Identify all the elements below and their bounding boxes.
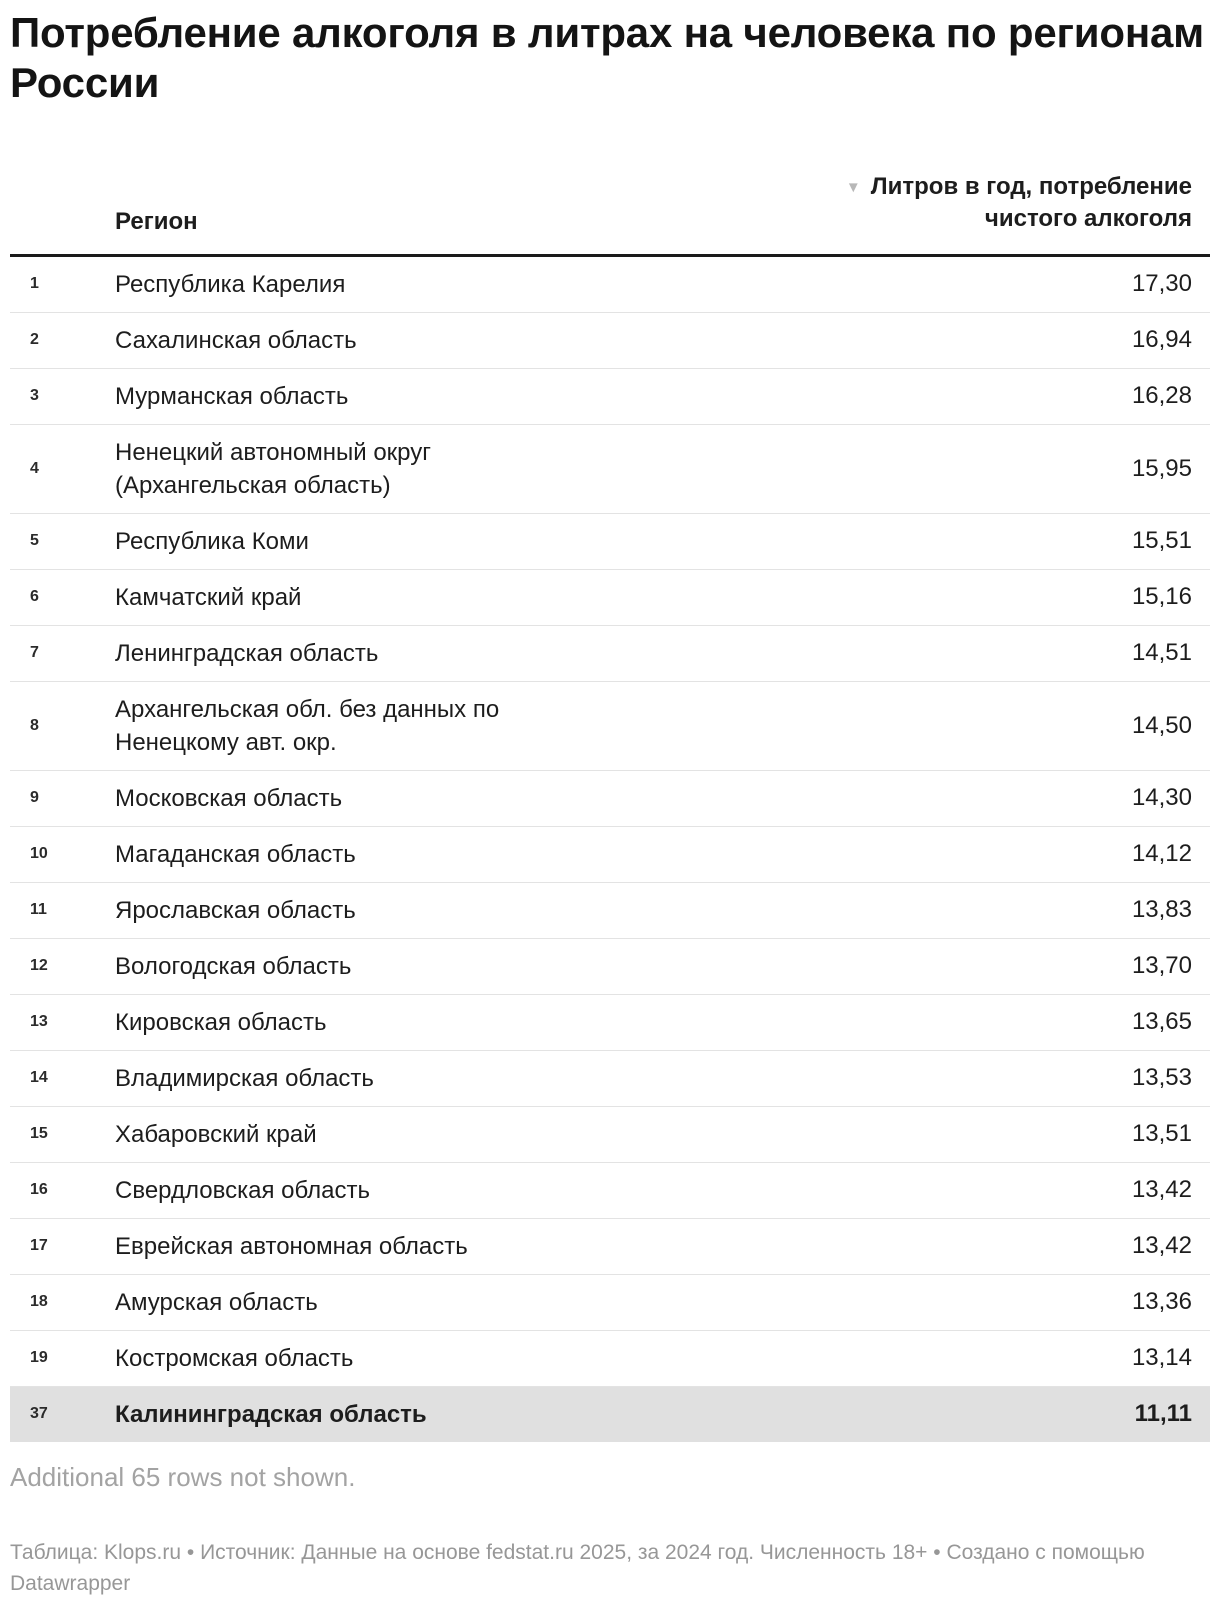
row-value: 16,28	[1131, 382, 1192, 410]
row-value: 13,42	[1131, 1176, 1192, 1204]
table-row: 3 Мурманская область 16,28	[10, 369, 1210, 425]
row-value: 14,30	[1131, 784, 1192, 812]
row-rank: 7	[30, 644, 39, 662]
row-value: 17,30	[1131, 270, 1192, 298]
row-region: Амурская область	[115, 1288, 318, 1316]
rows-not-shown-note: Additional 65 rows not shown.	[10, 1461, 356, 1492]
row-rank: 2	[30, 331, 39, 349]
row-rank: 6	[30, 588, 39, 606]
row-value: 14,51	[1131, 639, 1192, 667]
row-region: Свердловская область	[115, 1176, 370, 1204]
row-region: Ярославская область	[115, 896, 356, 924]
row-region: Калининградская область	[115, 1400, 427, 1428]
row-rank: 19	[30, 1349, 48, 1367]
table-row: 2 Сахалинская область 16,94	[10, 313, 1210, 369]
row-value: 13,51	[1131, 1120, 1192, 1148]
column-header-value[interactable]: ▼ Литров в год, потребление чистого алког…	[846, 171, 1210, 236]
row-rank: 1	[30, 275, 39, 293]
page-title: Потребление алкоголя в литрах на человек…	[10, 9, 1205, 107]
row-value: 13,36	[1131, 1288, 1192, 1316]
table-row: 17 Еврейская автономная область 13,42	[10, 1219, 1210, 1275]
row-rank: 5	[30, 532, 39, 550]
row-rank: 18	[30, 1293, 48, 1311]
row-region: Камчатский край	[115, 583, 302, 611]
row-rank: 4	[30, 459, 39, 477]
row-region: Московская область	[115, 784, 343, 812]
row-rank: 10	[30, 845, 48, 863]
column-header-value-line2: чистого алкоголя	[984, 205, 1192, 233]
row-rank: 37	[30, 1405, 48, 1423]
attribution-footer: Таблица: Klops.ru • Источник: Данные на …	[10, 1540, 1145, 1596]
row-rank: 17	[30, 1237, 48, 1255]
column-header-value-line1: Литров в год, потребление	[870, 172, 1192, 200]
table-row: 13 Кировская область 13,65	[10, 995, 1210, 1051]
row-region: Республика Коми	[115, 527, 309, 555]
row-value: 13,65	[1131, 1008, 1192, 1036]
column-header-region[interactable]: Регион	[115, 207, 198, 235]
row-value: 16,94	[1131, 326, 1192, 354]
table-row: 5 Республика Коми 15,51	[10, 514, 1210, 570]
table-header: Регион ▼ Литров в год, потребление чистог…	[10, 171, 1210, 257]
row-rank: 16	[30, 1181, 48, 1199]
row-region: Ненецкий автономный округ (Архангельская…	[115, 438, 432, 499]
row-region: Республика Карелия	[115, 270, 346, 298]
row-rank: 9	[30, 789, 39, 807]
row-region: Сахалинская область	[115, 326, 357, 354]
table-row: 10 Магаданская область 14,12	[10, 827, 1210, 883]
row-rank: 11	[30, 901, 47, 919]
table-row: 19 Костромская область 13,14	[10, 1331, 1210, 1387]
row-region: Владимирская область	[115, 1064, 374, 1092]
row-region: Хабаровский край	[115, 1120, 317, 1148]
row-rank: 12	[30, 957, 48, 975]
row-region: Магаданская область	[115, 840, 356, 868]
row-rank: 13	[30, 1013, 48, 1031]
row-value: 15,51	[1131, 527, 1192, 555]
table-row: 4 Ненецкий автономный округ (Архангельск…	[10, 425, 1210, 514]
row-value: 13,42	[1131, 1232, 1192, 1260]
row-value: 14,50	[1131, 711, 1192, 739]
table-row: 9 Московская область 14,30	[10, 771, 1210, 827]
row-region: Архангельская обл. без данных по Ненецко…	[115, 695, 500, 756]
table-body: 1 Республика Карелия 17,30 2 Сахалинская…	[10, 257, 1210, 1442]
table-row: 12 Вологодская область 13,70	[10, 939, 1210, 995]
row-value: 11,11	[1134, 1400, 1192, 1428]
row-rank: 8	[30, 716, 39, 734]
row-rank: 14	[30, 1069, 48, 1087]
row-region: Мурманская область	[115, 382, 349, 410]
row-region: Кировская область	[115, 1008, 327, 1036]
table-row: 18 Амурская область 13,36	[10, 1275, 1210, 1331]
row-value: 13,14	[1131, 1344, 1192, 1372]
table-row: 15 Хабаровский край 13,51	[10, 1107, 1210, 1163]
row-region: Костромская область	[115, 1344, 354, 1372]
table-row: 37 Калининградская область 11,11	[10, 1386, 1210, 1442]
row-value: 13,53	[1131, 1064, 1192, 1092]
table-row: 8 Архангельская обл. без данных по Ненец…	[10, 682, 1210, 771]
row-value: 13,83	[1131, 896, 1192, 924]
row-region: Вологодская область	[115, 952, 352, 980]
table-row: 14 Владимирская область 13,53	[10, 1051, 1210, 1107]
row-value: 13,70	[1131, 952, 1192, 980]
row-rank: 3	[30, 387, 39, 405]
table-row: 1 Республика Карелия 17,30	[10, 257, 1210, 313]
row-region: Ленинградская область	[115, 639, 379, 667]
table-row: 6 Камчатский край 15,16	[10, 570, 1210, 626]
table-row: 16 Свердловская область 13,42	[10, 1163, 1210, 1219]
table-row: 7 Ленинградская область 14,51	[10, 626, 1210, 682]
row-value: 14,12	[1131, 840, 1192, 868]
row-region: Еврейская автономная область	[115, 1232, 468, 1260]
row-rank: 15	[30, 1125, 48, 1143]
row-value: 15,16	[1131, 583, 1192, 611]
sort-descending-icon: ▼	[845, 178, 861, 196]
row-value: 15,95	[1131, 454, 1192, 482]
table-row: 11 Ярославская область 13,83	[10, 883, 1210, 939]
